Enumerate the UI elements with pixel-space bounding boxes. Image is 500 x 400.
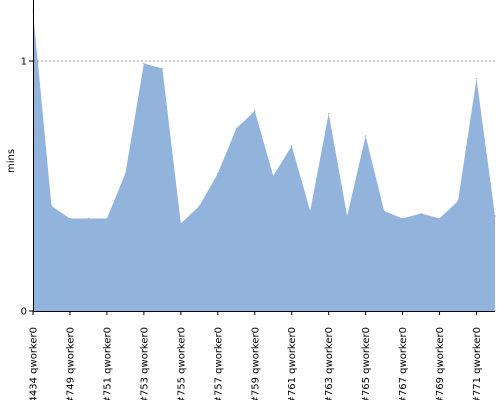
data-point (327, 112, 330, 115)
x-tick-label: #749 qworker0 (65, 327, 76, 400)
x-tick-label: #4434 qworker0 (29, 327, 40, 400)
x-tick-label: #757 qworker0 (213, 327, 224, 400)
data-point (364, 135, 367, 137)
data-point (69, 217, 71, 220)
x-tick-label: #771 qworker0 (472, 327, 483, 400)
data-point (180, 222, 182, 225)
data-point (309, 210, 312, 212)
data-point (272, 175, 275, 177)
data-point (457, 200, 459, 202)
x-tick-label: #753 qworker0 (139, 327, 150, 400)
x-tick-label: #767 qworker0 (398, 327, 409, 400)
data-point (198, 205, 201, 207)
x-tick-label: #759 qworker0 (250, 327, 261, 400)
y-tick-label: 1 (21, 57, 27, 68)
data-point (438, 217, 441, 220)
data-point (383, 210, 385, 212)
data-point (87, 217, 90, 220)
area-series (33, 11, 495, 311)
data-point (253, 110, 256, 112)
data-point (346, 215, 348, 217)
data-point (494, 215, 496, 217)
y-axis-label: mins (6, 149, 17, 173)
x-tick-label: #761 qworker0 (287, 327, 298, 400)
data-point (50, 205, 53, 207)
data-point (401, 217, 404, 220)
data-point (290, 145, 293, 147)
y-tick-label: 0 (21, 307, 27, 318)
data-point (106, 217, 108, 220)
data-point (235, 127, 238, 130)
data-point (217, 172, 219, 175)
axes: 0 1 #4434 qworker0 #749 qworker0 #751 qworke… (21, 0, 495, 400)
data-point (475, 77, 478, 80)
x-tick-label: #763 qworker0 (324, 327, 335, 400)
x-tick-label: #765 qworker0 (361, 327, 372, 400)
data-point (420, 212, 422, 215)
plot-area (32, 10, 496, 311)
x-tick-label: #751 qworker0 (102, 327, 113, 400)
data-point (161, 67, 164, 70)
x-tick-label: #755 qworker0 (176, 327, 187, 400)
data-point (143, 62, 145, 65)
x-tick-label: #769 qworker0 (435, 327, 446, 400)
data-point (124, 172, 127, 175)
